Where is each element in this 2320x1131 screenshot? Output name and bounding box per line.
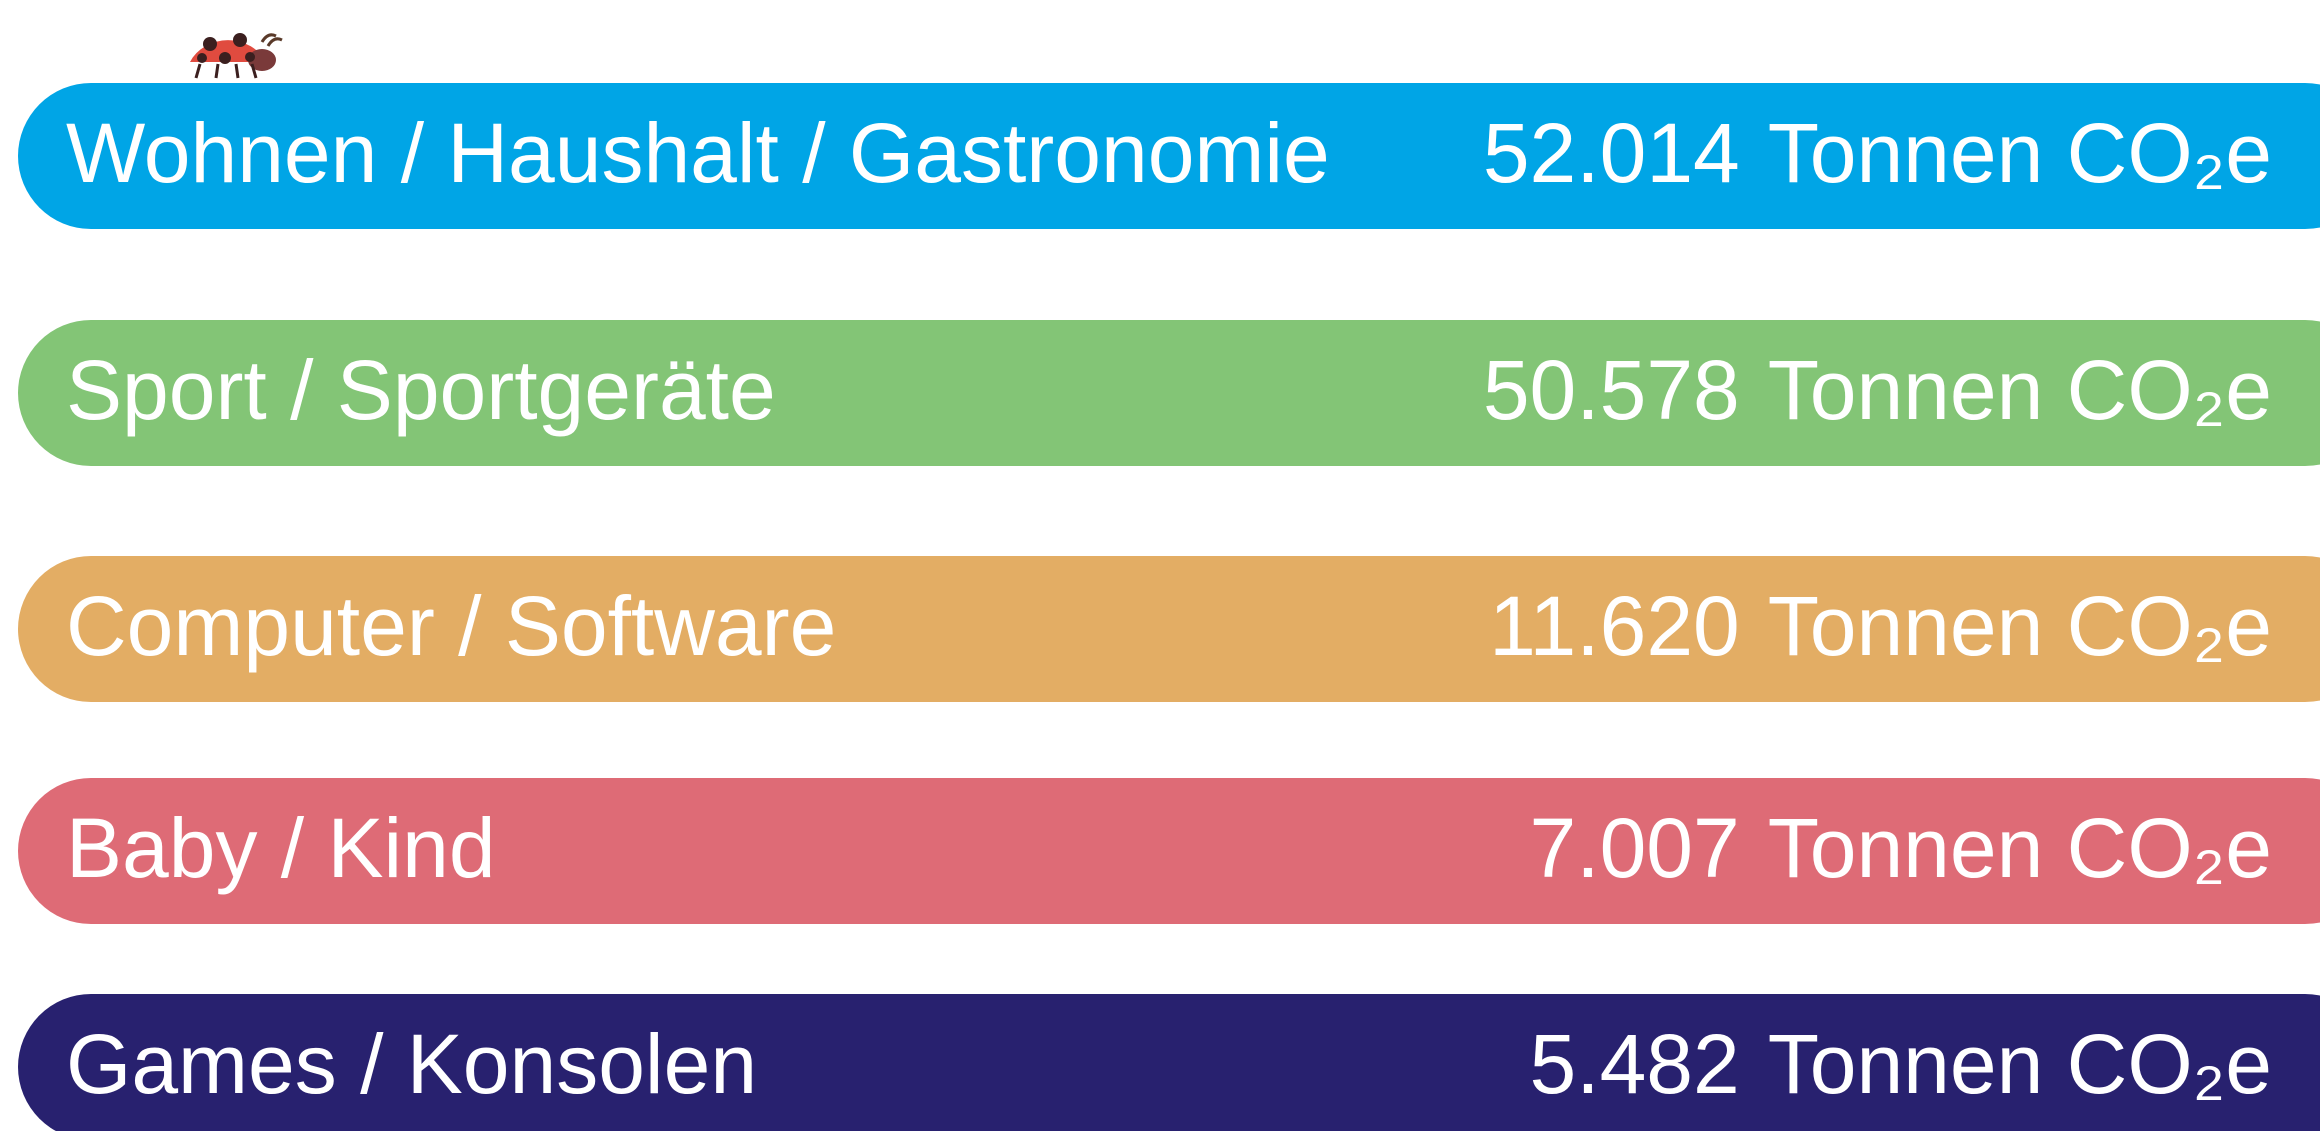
amount: 50.578 xyxy=(1483,343,1740,437)
unit: Tonnen CO₂e xyxy=(1768,1017,2272,1111)
category-value: 52.014 Tonnen CO₂e xyxy=(1483,106,2272,200)
category-row: Wohnen / Haushalt / Gastronomie 52.014 Ton… xyxy=(18,83,2320,229)
amount: 11.620 xyxy=(1489,579,1740,673)
category-row: Baby / Kind 7.007 Tonnen CO₂e xyxy=(18,778,2320,924)
amount: 5.482 xyxy=(1530,1017,1740,1111)
amount: 52.014 xyxy=(1483,106,1740,200)
category-label: Games / Konsolen xyxy=(66,1017,757,1111)
category-row: Computer / Software 11.620 Tonnen CO₂e xyxy=(18,556,2320,702)
category-value: 50.578 Tonnen CO₂e xyxy=(1483,343,2272,437)
infographic: Wohnen / Haushalt / Gastronomie 52.014 Ton… xyxy=(0,0,2320,1131)
page: {"rows": [ {"label": "Wohnen / Haushalt … xyxy=(0,0,2320,1131)
unit: Tonnen CO₂e xyxy=(1768,579,2272,673)
amount: 7.007 xyxy=(1530,801,1740,895)
category-label: Wohnen / Haushalt / Gastronomie xyxy=(66,106,1330,200)
category-value: 7.007 Tonnen CO₂e xyxy=(1530,801,2272,895)
unit: Tonnen CO₂e xyxy=(1768,343,2272,437)
category-row: Sport / Sportgeräte 50.578 Tonnen CO₂e xyxy=(18,320,2320,466)
category-label: Computer / Software xyxy=(66,579,836,673)
unit: Tonnen CO₂e xyxy=(1768,801,2272,895)
category-label: Sport / Sportgeräte xyxy=(66,343,776,437)
category-value: 5.482 Tonnen CO₂e xyxy=(1530,1017,2272,1111)
category-value: 11.620 Tonnen CO₂e xyxy=(1489,579,2272,673)
category-label: Baby / Kind xyxy=(66,801,496,895)
category-row: Games / Konsolen 5.482 Tonnen CO₂e xyxy=(18,994,2320,1131)
ladybug-icon xyxy=(190,33,282,78)
unit: Tonnen CO₂e xyxy=(1768,106,2272,200)
